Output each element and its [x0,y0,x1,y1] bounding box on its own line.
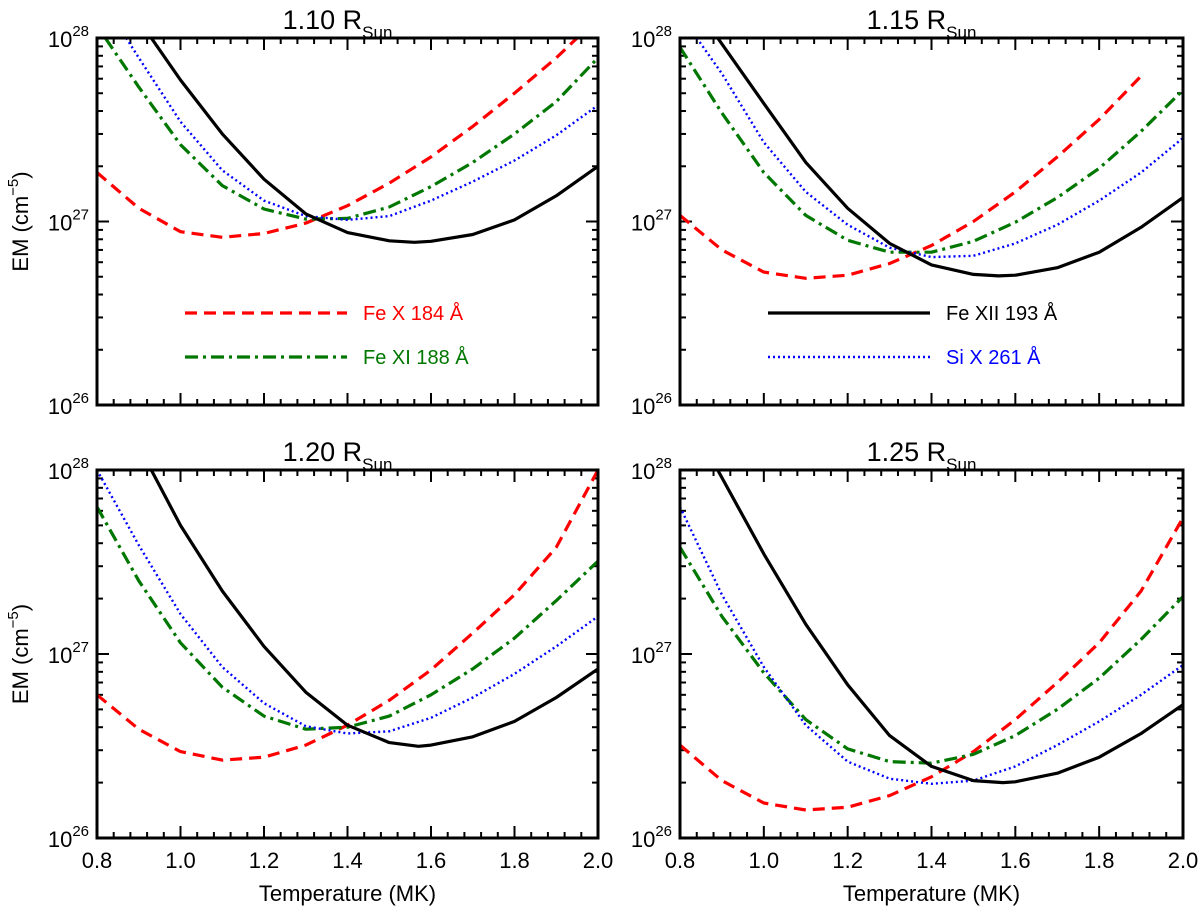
y-axis-label: EM (cm−5) [5,171,33,271]
x-tick-label: 1.2 [249,848,280,873]
axis-ticks [96,469,599,839]
series-line-fe-xii-193 [149,470,598,748]
y-tick-label: 1028 [48,23,89,52]
x-tick-label: 1.4 [332,848,363,873]
series-line-fe-xi-188 [103,38,598,221]
x-tick-label: 1.0 [749,848,780,873]
series-line-fe-xii-193 [716,38,1183,278]
y-tick-label: 1027 [48,207,89,236]
y-tick-label: 1027 [48,639,89,668]
series-line-si-x-261 [125,38,598,222]
y-tick-label: 1027 [631,639,672,668]
x-tick-label: 1.0 [165,848,196,873]
plot-frame [678,468,1185,840]
panel-1: 1028 1027 1026 1.10 RSun EM (cm−5) Fe X 184 Å… [5,5,600,419]
series-line-fe-x-184 [680,517,1183,812]
x-tick-label: 1.2 [832,848,863,873]
y-tick-label: 1026 [631,390,672,419]
plot-frame [95,468,600,840]
series-line-fe-xii-193 [149,38,598,244]
x-tick-label: 1.8 [499,848,530,873]
x-tick-label: 1.6 [1000,848,1031,873]
legend: Fe XII 193 Å Si X 261 Å [768,302,1058,369]
y-tick-label: 1028 [631,455,672,484]
panel-title: 1.25 RSun [867,437,977,474]
y-tick-label: 1026 [48,390,89,419]
series-line-fe-x-184 [680,74,1143,280]
y-tick-label: 1026 [631,823,672,852]
series-line-fe-xii-193 [716,470,1183,785]
x-axis-label: Temperature (MK) [259,881,436,906]
series-line-si-x-261 [695,38,1183,259]
plot-frame [95,36,600,407]
series-line-fe-xi-188 [680,46,1183,254]
x-axis-label: Temperature (MK) [843,881,1020,906]
series-line-fe-xi-188 [680,546,1183,765]
x-tick-label: 1.6 [416,848,447,873]
y-tick-label: 1026 [48,823,89,852]
x-tick-label: 2.0 [583,848,614,873]
series-line-fe-xi-188 [97,506,598,731]
panel-title: 1.20 RSun [283,437,393,474]
legend-label: Si X 261 Å [946,346,1041,369]
x-tick-label: 1.8 [1084,848,1115,873]
axis-ticks [96,37,599,406]
series-line-fe-x-184 [97,38,579,239]
x-tick-label: 0.8 [82,848,113,873]
y-tick-label: 1027 [631,207,672,236]
x-tick-label: 2.0 [1168,848,1199,873]
legend-label: Fe XI 188 Å [363,346,469,369]
x-tick-label: 1.4 [916,848,947,873]
series-line-si-x-261 [680,506,1183,785]
panel-title: 1.15 RSun [867,5,977,42]
y-tick-label: 1028 [631,23,672,52]
plot-frame [678,36,1185,407]
legend: Fe X 184 Å Fe XI 188 Å [185,302,469,369]
series-group [680,38,1183,280]
legend-label: Fe XII 193 Å [946,302,1058,325]
series-group [97,470,598,762]
y-tick-label: 1028 [48,455,89,484]
panel-2: 1028 1027 1026 1.15 RSun Fe XII 193 Å Si X 26… [631,5,1185,419]
panel-title: 1.10 RSun [283,5,393,42]
series-group [97,38,598,244]
x-tick-label: 0.8 [665,848,696,873]
y-axis-label: EM (cm−5) [5,604,33,704]
legend-label: Fe X 184 Å [363,302,464,325]
series-group [680,470,1183,812]
series-line-si-x-261 [97,470,598,735]
